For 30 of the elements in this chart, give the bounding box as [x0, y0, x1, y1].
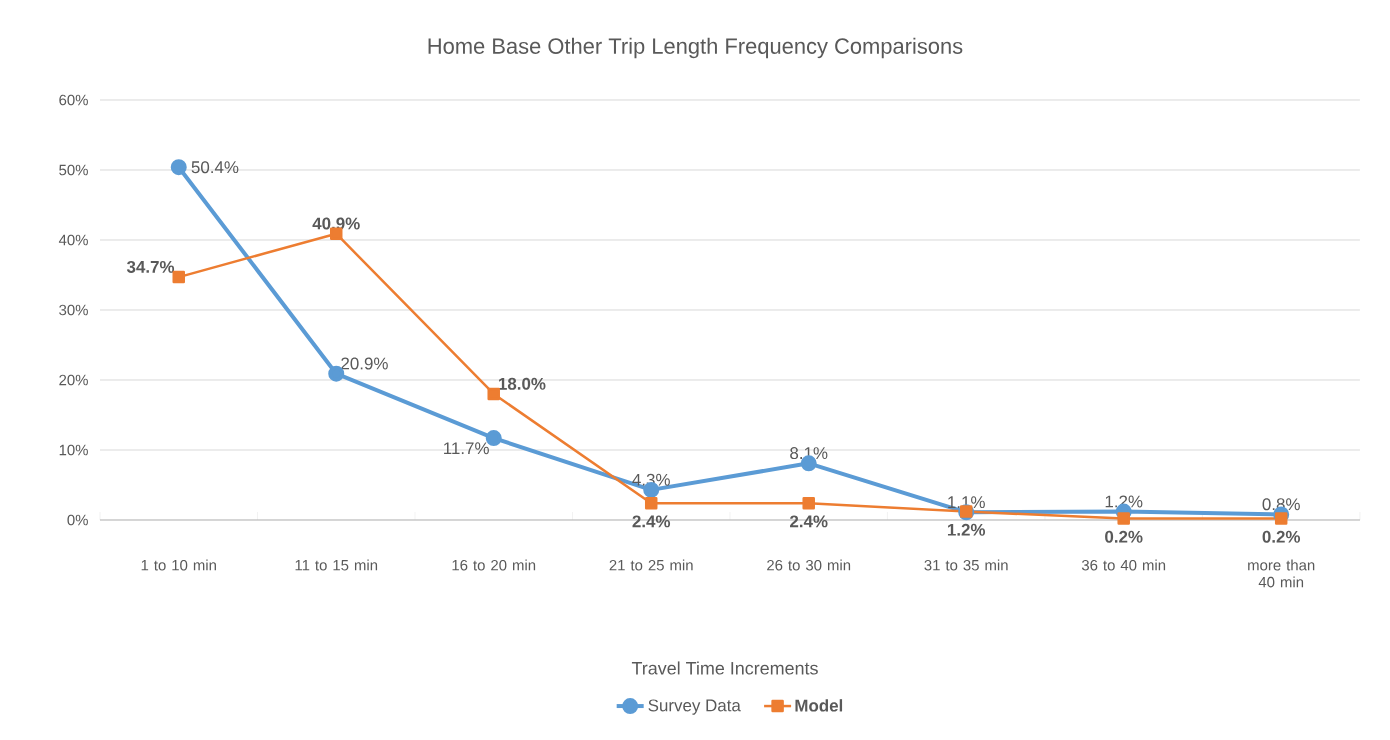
y-tick-label: 20%: [59, 374, 88, 386]
data-label: 34.7%: [126, 260, 175, 273]
legend-label: Survey Data: [648, 699, 741, 715]
data-label: 50.4%: [191, 161, 239, 174]
data-label: 0.2%: [1262, 530, 1301, 543]
data-label: 1.2%: [947, 523, 986, 536]
y-tick-label: 60%: [59, 94, 88, 106]
x-tick-label: 26 to 30 min: [767, 559, 851, 571]
data-label: 0.2%: [1105, 530, 1143, 543]
y-tick-label: 0%: [67, 514, 88, 526]
y-tick-label: 50%: [59, 164, 88, 176]
x-tick-label: more than 40 min: [1248, 559, 1315, 588]
x-tick-label: 11 to 15 min: [295, 559, 378, 571]
data-label: 40.9%: [312, 217, 360, 230]
legend-label: Model: [795, 699, 843, 712]
chart-title: Home Base Other Trip Length Frequency Comparisons: [428, 37, 963, 59]
data-label: 2.4%: [632, 515, 671, 528]
data-label: 2.4%: [790, 515, 828, 528]
x-tick-label: 21 to 25 min: [609, 559, 693, 571]
y-tick-label: 30%: [59, 304, 88, 316]
x-axis-title: Travel Time Increments: [631, 661, 818, 675]
data-label: 20.9%: [341, 357, 388, 370]
y-tick-label: 10%: [59, 444, 88, 456]
data-label: 11.7%: [444, 442, 489, 455]
data-label: 18.0%: [498, 377, 546, 390]
x-tick-label: 31 to 35 min: [924, 559, 1008, 571]
x-tick-label: 16 to 20 min: [452, 559, 536, 571]
y-tick-label: 40%: [58, 234, 88, 246]
x-tick-label: 36 to 40 min: [1081, 559, 1166, 571]
x-tick-label: 1 to 10 min: [141, 559, 216, 571]
